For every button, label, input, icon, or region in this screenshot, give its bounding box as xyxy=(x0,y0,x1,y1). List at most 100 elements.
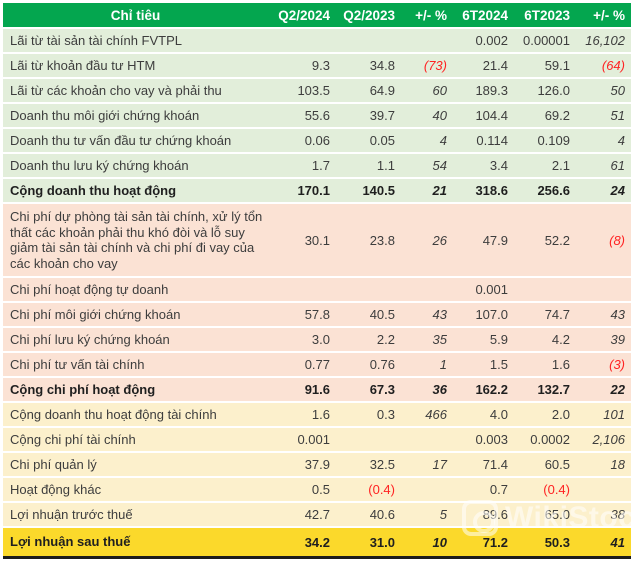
row-label: Lợi nhuận trước thuế xyxy=(3,502,268,528)
cell-pct-change-q: 17 xyxy=(401,452,453,478)
table-row: Doanh thu môi giới chứng khoán 55.6 39.7 40… xyxy=(3,103,631,129)
cell-pct-change-q: 35 xyxy=(401,327,453,353)
cell-q2-2023: 140.5 xyxy=(336,178,401,204)
header-row: Chỉ tiêu Q2/2024 Q2/2023 +/- % 6T2024 6T… xyxy=(3,3,631,29)
table-row: Chi phí lưu ký chứng khoán 3.0 2.2 35 5.9 4.2… xyxy=(3,327,631,353)
cell-pct-change-6t: (64) xyxy=(576,53,631,79)
cell-q2-2024: 37.9 xyxy=(268,452,336,478)
cell-6t-2023 xyxy=(514,277,576,303)
row-label: Chi phí tư vấn tài chính xyxy=(3,352,268,378)
table-row: Chi phí tư vấn tài chính 0.77 0.76 1 1.5 1.6(… xyxy=(3,352,631,378)
row-label: Cộng doanh thu hoạt động xyxy=(3,178,268,204)
cell-q2-2024: 55.6 xyxy=(268,103,336,129)
cell-q2-2024: 91.6 xyxy=(268,377,336,403)
cell-pct-change-q xyxy=(401,477,453,503)
cell-q2-2023: 39.7 xyxy=(336,103,401,129)
col-header-pct-q: +/- % xyxy=(401,3,453,29)
cell-q2-2023: 1.1 xyxy=(336,153,401,179)
cell-pct-change-6t: 51 xyxy=(576,103,631,129)
cell-pct-change-6t: 101 xyxy=(576,402,631,428)
cell-q2-2023 xyxy=(336,277,401,303)
table-row: Cộng chi phí tài chính 0.001 0.003 0.0002 2,… xyxy=(3,427,631,453)
cell-q2-2024: 3.0 xyxy=(268,327,336,353)
table-row: Chi phí dự phòng tài sản tài chính, xử l… xyxy=(3,203,631,278)
cell-6t-2024: 1.5 xyxy=(453,352,514,378)
table-row: Cộng doanh thu hoạt động 170.1 140.5 21 318.… xyxy=(3,178,631,204)
cell-q2-2023: 23.8 xyxy=(336,203,401,278)
cell-6t-2023: 69.2 xyxy=(514,103,576,129)
cell-q2-2023: 40.6 xyxy=(336,502,401,528)
cell-pct-change-q: 5 xyxy=(401,502,453,528)
cell-q2-2024: 0.77 xyxy=(268,352,336,378)
cell-q2-2023: (0.4) xyxy=(336,477,401,503)
cell-6t-2023: 256.6 xyxy=(514,178,576,204)
cell-pct-change-6t: 50 xyxy=(576,78,631,104)
cell-pct-change-6t: 16,102 xyxy=(576,28,631,54)
cell-6t-2023: 50.3 xyxy=(514,527,576,559)
cell-6t-2024: 47.9 xyxy=(453,203,514,278)
cell-pct-change-q: 26 xyxy=(401,203,453,278)
row-label: Lãi từ các khoản cho vay và phải thu xyxy=(3,78,268,104)
cell-6t-2024: 107.0 xyxy=(453,302,514,328)
row-label: Lợi nhuận sau thuế xyxy=(3,527,268,559)
cell-q2-2024: 0.5 xyxy=(268,477,336,503)
cell-6t-2023: 52.2 xyxy=(514,203,576,278)
cell-q2-2024: 30.1 xyxy=(268,203,336,278)
table-row: Lợi nhuận trước thuế 42.7 40.6 5 89.6 65.0 38 xyxy=(3,502,631,528)
table-row: Hoạt động khác 0.5 (0.4) 0.7 (0.4) xyxy=(3,477,631,503)
cell-q2-2024: 1.6 xyxy=(268,402,336,428)
cell-pct-change-q: 1 xyxy=(401,352,453,378)
cell-q2-2023: 64.9 xyxy=(336,78,401,104)
row-label: Doanh thu lưu ký chứng khoán xyxy=(3,153,268,179)
cell-pct-change-6t: 4 xyxy=(576,128,631,154)
cell-pct-change-6t: 24 xyxy=(576,178,631,204)
cell-6t-2024: 0.003 xyxy=(453,427,514,453)
cell-6t-2023: 60.5 xyxy=(514,452,576,478)
cell-pct-change-q: 466 xyxy=(401,402,453,428)
row-label: Chi phí môi giới chứng khoán xyxy=(3,302,268,328)
row-label: Chi phí hoạt động tự doanh xyxy=(3,277,268,303)
cell-pct-change-6t: (8) xyxy=(576,203,631,278)
table-header: Chỉ tiêu Q2/2024 Q2/2023 +/- % 6T2024 6T… xyxy=(3,3,631,29)
cell-pct-change-6t: 39 xyxy=(576,327,631,353)
cell-pct-change-q: 60 xyxy=(401,78,453,104)
cell-q2-2024: 34.2 xyxy=(268,527,336,559)
cell-pct-change-q xyxy=(401,427,453,453)
cell-pct-change-q: 40 xyxy=(401,103,453,129)
row-label: Hoạt động khác xyxy=(3,477,268,503)
cell-6t-2023: 65.0 xyxy=(514,502,576,528)
cell-6t-2024: 4.0 xyxy=(453,402,514,428)
cell-q2-2024: 103.5 xyxy=(268,78,336,104)
row-label: Cộng doanh thu hoạt động tài chính xyxy=(3,402,268,428)
cell-q2-2024: 0.06 xyxy=(268,128,336,154)
cell-pct-change-6t: 43 xyxy=(576,302,631,328)
cell-6t-2023: (0.4) xyxy=(514,477,576,503)
cell-6t-2023: 4.2 xyxy=(514,327,576,353)
cell-6t-2024: 0.114 xyxy=(453,128,514,154)
col-header-q2-2024: Q2/2024 xyxy=(268,3,336,29)
row-label: Chi phí quản lý xyxy=(3,452,268,478)
row-label: Cộng chi phí hoạt động xyxy=(3,377,268,403)
cell-6t-2024: 5.9 xyxy=(453,327,514,353)
cell-q2-2023: 40.5 xyxy=(336,302,401,328)
table-row: Lãi từ khoản đầu tư HTM 9.3 34.8 (73) 21.4 59… xyxy=(3,53,631,79)
cell-pct-change-q: 54 xyxy=(401,153,453,179)
row-label: Doanh thu môi giới chứng khoán xyxy=(3,103,268,129)
cell-6t-2024: 189.3 xyxy=(453,78,514,104)
cell-6t-2023: 0.109 xyxy=(514,128,576,154)
table-row: Chi phí môi giới chứng khoán 57.8 40.5 43 10… xyxy=(3,302,631,328)
cell-q2-2024: 42.7 xyxy=(268,502,336,528)
cell-q2-2023: 0.76 xyxy=(336,352,401,378)
cell-6t-2024: 71.4 xyxy=(453,452,514,478)
cell-6t-2024: 71.2 xyxy=(453,527,514,559)
cell-pct-change-q xyxy=(401,277,453,303)
cell-6t-2023: 126.0 xyxy=(514,78,576,104)
table-row: Lãi từ các khoản cho vay và phải thu 103.… xyxy=(3,78,631,104)
cell-pct-change-6t: 38 xyxy=(576,502,631,528)
cell-q2-2023: 31.0 xyxy=(336,527,401,559)
row-label: Chi phí dự phòng tài sản tài chính, xử l… xyxy=(3,203,268,278)
financial-results-table: Chỉ tiêu Q2/2024 Q2/2023 +/- % 6T2024 6T… xyxy=(3,3,631,559)
cell-6t-2023: 74.7 xyxy=(514,302,576,328)
cell-pct-change-6t: 18 xyxy=(576,452,631,478)
